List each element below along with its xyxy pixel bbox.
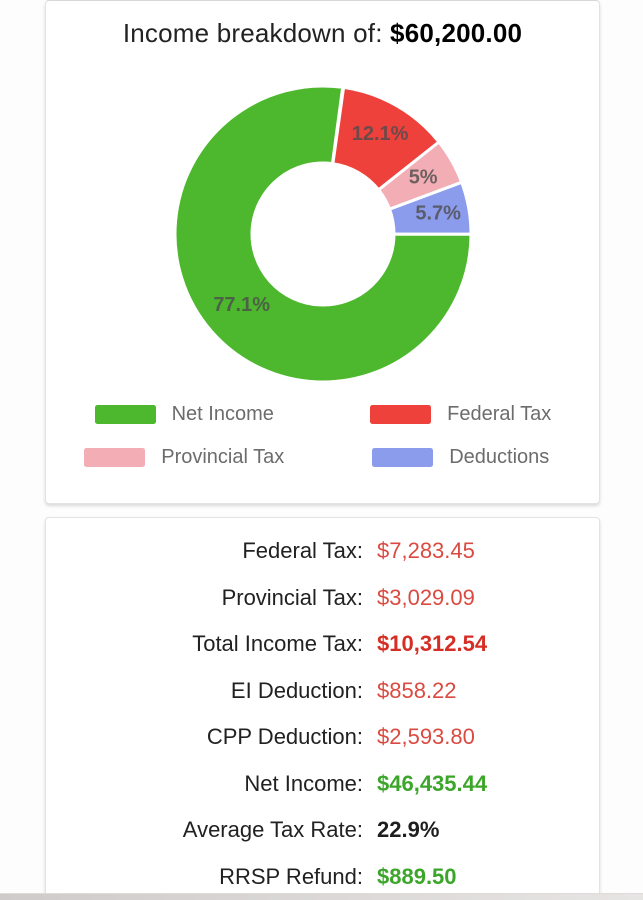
slice-percent-label-net-income: 77.1% <box>213 294 270 316</box>
summary-row-total-income-tax: Total Income Tax: $10,312.54 <box>46 621 599 668</box>
summary-row-label: Total Income Tax: <box>192 631 363 657</box>
summary-row-average-tax-rate: Average Tax Rate: 22.9% <box>46 807 599 854</box>
tax-summary-card: Federal Tax: $7,283.45 Provincial Tax: $… <box>45 517 600 900</box>
summary-row-label: EI Deduction: <box>230 677 363 703</box>
slice-percent-label-provincial-tax: 5% <box>408 166 437 188</box>
summary-row-value: $2,593.80 <box>377 724 475 750</box>
chart-legend: Net Income Federal Tax Provincial Tax De… <box>46 403 599 469</box>
slice-percent-label-deductions: 5.7% <box>415 202 461 224</box>
summary-row-label: Federal Tax: <box>242 538 363 564</box>
summary-row-net-income: Net Income: $46,435.44 <box>46 761 599 808</box>
summary-row-label: Average Tax Rate: <box>182 817 363 843</box>
legend-item-net-income: Net Income <box>46 403 323 426</box>
chart-title: Income breakdown of: $60,200.00 <box>46 16 599 50</box>
summary-row-value: $889.50 <box>377 863 457 889</box>
summary-row-label: Provincial Tax: <box>221 584 363 610</box>
legend-label: Deductions <box>449 446 550 468</box>
legend-swatch-provincial-tax <box>84 448 146 467</box>
legend-item-federal-tax: Federal Tax <box>323 403 600 426</box>
summary-row-label: Net Income: <box>244 770 363 796</box>
summary-row-rrsp-refund: RRSP Refund: $889.50 <box>46 854 599 900</box>
legend-label: Federal Tax <box>447 403 552 425</box>
summary-row-label: CPP Deduction: <box>206 724 363 750</box>
summary-row-label: RRSP Refund: <box>219 863 363 889</box>
legend-swatch-federal-tax <box>370 405 432 424</box>
donut-chart-area: 12.1% 5% 5.7% 77.1% <box>46 81 599 387</box>
slice-percent-label-federal-tax: 12.1% <box>351 123 408 145</box>
legend-label: Provincial Tax <box>161 446 285 468</box>
summary-row-value: $858.22 <box>377 677 457 703</box>
summary-row-ei-deduction: EI Deduction: $858.22 <box>46 668 599 715</box>
chart-title-amount: $60,200.00 <box>390 18 523 48</box>
summary-row-value: $7,283.45 <box>377 538 475 564</box>
donut-chart[interactable]: 12.1%5% 5.7% 77.1% <box>153 81 493 387</box>
legend-swatch-net-income <box>94 405 156 424</box>
summary-row-value: 22.9% <box>377 817 440 843</box>
summary-row-cpp-deduction: CPP Deduction: $2,593.80 <box>46 714 599 761</box>
income-breakdown-card: Income breakdown of: $60,200.00 12.1% 5% 5… <box>45 0 600 504</box>
summary-row-value: $46,435.44 <box>377 770 488 796</box>
donut-slice-net-income[interactable] <box>173 84 473 384</box>
legend-swatch-deductions <box>372 448 434 467</box>
summary-row-federal-tax: Federal Tax: $7,283.45 <box>46 528 599 575</box>
summary-row-provincial-tax: Provincial Tax: $3,029.09 <box>46 575 599 622</box>
chart-title-prefix: Income breakdown of: <box>122 18 391 48</box>
legend-item-deductions: Deductions <box>323 446 600 469</box>
legend-label: Net Income <box>171 403 274 425</box>
screen-bottom-edge <box>0 893 643 900</box>
legend-item-provincial-tax: Provincial Tax <box>46 446 323 469</box>
tax-summary-rows: Federal Tax: $7,283.45 Provincial Tax: $… <box>46 518 599 900</box>
summary-row-value: $3,029.09 <box>377 584 475 610</box>
summary-row-value: $10,312.54 <box>377 631 488 657</box>
